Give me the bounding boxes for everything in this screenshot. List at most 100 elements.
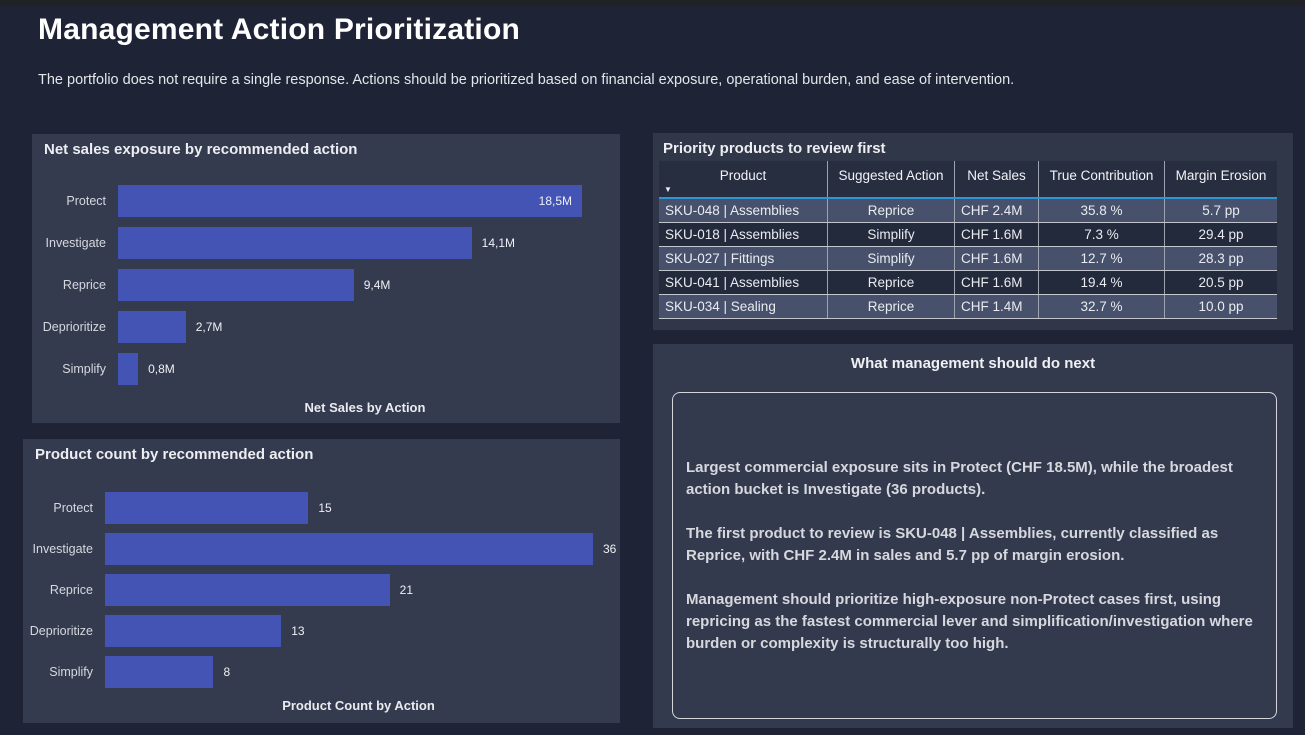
bar-track: 15: [105, 487, 612, 528]
insight-paragraph: Largest commercial exposure sits in Prot…: [686, 458, 1233, 498]
page-subtitle: The portfolio does not require a single …: [38, 72, 1015, 88]
bar-track: 14,1M: [118, 222, 612, 264]
bar-row: Protect 18,5M: [32, 180, 612, 222]
table-cell: CHF 2.4M: [955, 199, 1039, 222]
bar-row: Deprioritize 2,7M: [32, 306, 612, 348]
bar-value-label: 9,4M: [363, 278, 391, 292]
window-top-strip: [0, 0, 1305, 6]
table-cell: SKU-027 | Fittings: [659, 247, 828, 270]
bar[interactable]: [105, 491, 309, 524]
bar-value-label: 21: [399, 582, 414, 597]
table-cell: SKU-048 | Assemblies: [659, 199, 828, 222]
bar-track: 18,5M: [118, 180, 612, 222]
insight-paragraph: The first product to review is SKU-048 |…: [686, 524, 1219, 564]
table-row[interactable]: SKU-027 | Fittings Simplify CHF 1.6M 12.7 %…: [659, 247, 1277, 271]
x-axis-title: Net Sales by Action: [304, 400, 426, 415]
chart-title: Product count by recommended action: [35, 446, 314, 463]
column-header-net-sales[interactable]: Net Sales: [955, 161, 1039, 197]
priority-table-panel: Priority products to review first Produc…: [653, 133, 1293, 330]
table-cell: CHF 1.6M: [955, 223, 1039, 246]
table-cell: Simplify: [828, 247, 955, 270]
bar[interactable]: [118, 185, 582, 217]
net-sales-bar-chart: Protect 18,5M Investigate 14,1M Reprice 9,4M D…: [32, 180, 612, 390]
bar[interactable]: [105, 655, 214, 688]
bar-row: Investigate 14,1M: [32, 222, 612, 264]
table-cell: 29.4 pp: [1198, 227, 1244, 242]
insights-panel: What management should do next Largest c…: [653, 344, 1293, 728]
table-cell: 5.7 pp: [1202, 203, 1240, 218]
bar-row: Protect 15: [23, 487, 612, 528]
table-cell: SKU-034 | Sealing: [659, 295, 828, 318]
column-header-margin-erosion[interactable]: Margin Erosion: [1175, 168, 1267, 183]
x-axis-title: Product Count by Action: [282, 698, 435, 713]
table-row[interactable]: SKU-034 | Sealing Reprice CHF 1.4M 32.7 % 10…: [659, 295, 1277, 319]
bar-value-label: 18,5M: [538, 194, 572, 208]
bar-track: 2,7M: [118, 306, 612, 348]
bar-track: 21: [105, 569, 612, 610]
category-label: Deprioritize: [29, 623, 93, 638]
table-cell: Reprice: [828, 199, 955, 222]
bar-track: 36: [105, 528, 616, 569]
bar-value-label: 2,7M: [195, 320, 223, 334]
bar-value-label: 14,1M: [481, 236, 515, 250]
bar-track: 8: [105, 651, 612, 692]
table-cell: CHF 1.6M: [955, 247, 1039, 270]
table-cell: 12.7 %: [1039, 247, 1165, 270]
table-title: Priority products to review first: [663, 140, 886, 157]
bar[interactable]: [105, 614, 282, 647]
table-cell: SKU-018 | Assemblies: [659, 223, 828, 246]
table-body: SKU-048 | Assemblies Reprice CHF 2.4M 35.8 …: [659, 199, 1277, 319]
bar[interactable]: [105, 532, 593, 565]
category-label: Deprioritize: [42, 320, 106, 334]
bar[interactable]: [118, 311, 186, 343]
priority-products-table: Product ▼ Suggested Action Net Sales True Co…: [659, 161, 1277, 319]
bar-value-label: 0,8M: [148, 362, 175, 376]
table-row[interactable]: SKU-048 | Assemblies Reprice CHF 2.4M 35.8 …: [659, 199, 1277, 223]
bar-row: Reprice 21: [23, 569, 612, 610]
insights-title: What management should do next: [850, 355, 1096, 372]
bar-row: Deprioritize 13: [23, 610, 612, 651]
column-header-true-contribution[interactable]: True Contribution: [1039, 161, 1165, 197]
bar-value-label: 15: [318, 500, 332, 515]
category-label: Investigate: [45, 236, 106, 250]
bar-value-label: 8: [223, 664, 231, 679]
bar[interactable]: [118, 227, 472, 259]
table-cell: CHF 1.4M: [955, 295, 1039, 318]
category-label: Investigate: [32, 541, 93, 556]
insights-text-box: Largest commercial exposure sits in Prot…: [672, 392, 1277, 719]
bar[interactable]: [118, 353, 139, 385]
bar-value-label: 13: [291, 623, 305, 638]
table-cell: Reprice: [828, 271, 955, 294]
bar-row: Reprice 9,4M: [32, 264, 612, 306]
table-cell: 7.3 %: [1039, 223, 1165, 246]
table-cell: 32.7 %: [1039, 295, 1165, 318]
table-cell: Simplify: [828, 223, 955, 246]
table-row[interactable]: SKU-041 | Assemblies Reprice CHF 1.6M 19.4 …: [659, 271, 1277, 295]
table-cell: 19.4 %: [1039, 271, 1165, 294]
category-label: Reprice: [62, 278, 106, 292]
insight-paragraph: Management should prioritize high-exposu…: [686, 590, 1253, 652]
bar[interactable]: [118, 269, 354, 301]
category-label: Reprice: [49, 582, 93, 597]
product-count-chart-panel: Product count by recommended action Prot…: [23, 439, 620, 723]
bar-row: Simplify 8: [23, 651, 612, 692]
chart-title: Net sales exposure by recommended action: [44, 141, 358, 158]
category-label: Protect: [53, 500, 93, 515]
table-cell: 35.8 %: [1039, 199, 1165, 222]
bar-value-label: 36: [603, 541, 617, 556]
page-title: Management Action Prioritization: [38, 13, 520, 46]
product-count-bar-chart: Protect 15 Investigate 36 Reprice 21 Depriorit…: [23, 487, 616, 692]
table-row[interactable]: SKU-018 | Assemblies Simplify CHF 1.6M 7.3 …: [659, 223, 1277, 247]
net-sales-chart-panel: Net sales exposure by recommended action…: [32, 134, 620, 423]
table-cell: 10.0 pp: [1198, 299, 1244, 314]
bar-row: Investigate 36: [23, 528, 616, 569]
table-cell: 20.5 pp: [1198, 275, 1244, 290]
column-header-product[interactable]: Product ▼: [659, 161, 828, 197]
table-cell: CHF 1.6M: [955, 271, 1039, 294]
bar-track: 0,8M: [118, 348, 612, 390]
bar[interactable]: [105, 573, 390, 606]
sort-descending-icon[interactable]: ▼: [664, 185, 672, 194]
column-header-suggested-action[interactable]: Suggested Action: [828, 161, 955, 197]
bar-track: 9,4M: [118, 264, 612, 306]
table-cell: Reprice: [828, 295, 955, 318]
